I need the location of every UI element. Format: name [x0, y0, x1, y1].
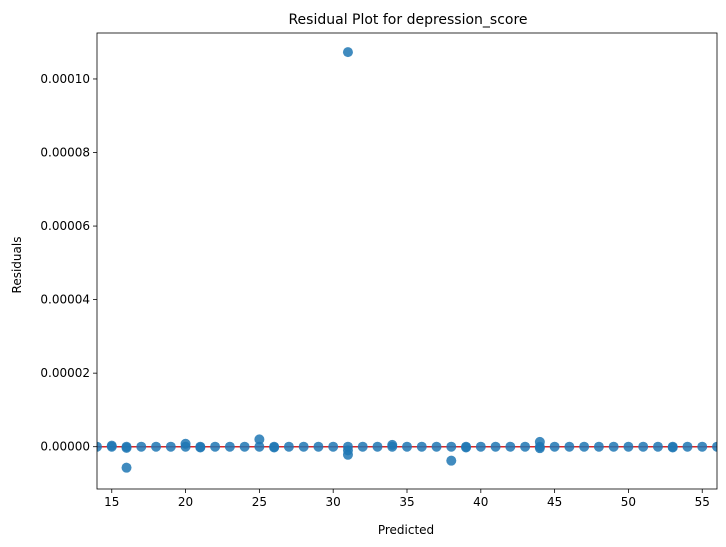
- scatter-point-38: [461, 442, 472, 453]
- scatter-point-15: [239, 441, 250, 452]
- scatter-point-40: [490, 441, 501, 452]
- y-tick-label-4: 0.00008: [40, 146, 90, 160]
- x-tick-label-35: 35: [399, 495, 414, 509]
- scatter-point-45: [534, 443, 545, 454]
- scatter-point-48: [579, 441, 590, 452]
- scatter-point-56: [682, 441, 693, 452]
- scatter-point-28: [357, 441, 368, 452]
- scatter-point-29: [372, 441, 383, 452]
- scatter-point-39: [475, 441, 486, 452]
- scatter-point-5: [121, 462, 132, 473]
- scatter-point-51: [623, 441, 634, 452]
- y-tick-label-0: 0.00000: [40, 440, 90, 454]
- scatter-point-6: [136, 441, 147, 452]
- x-tick-label-45: 45: [547, 495, 562, 509]
- scatter-point-33: [416, 441, 427, 452]
- scatter-point-36: [446, 455, 457, 466]
- scatter-point-47: [564, 441, 575, 452]
- scatter-point-17: [254, 434, 265, 445]
- scatter-point-52: [638, 441, 649, 452]
- y-tick-label-2: 0.00004: [40, 293, 90, 307]
- scatter-point-46: [549, 441, 560, 452]
- x-axis-label: Predicted: [378, 523, 434, 537]
- scatter-point-42: [520, 441, 531, 452]
- x-tick-label-25: 25: [252, 495, 267, 509]
- x-tick-label-50: 50: [621, 495, 636, 509]
- scatter-point-53: [652, 441, 663, 452]
- y-axis-label: Residuals: [10, 237, 24, 294]
- scatter-point-2: [106, 440, 117, 451]
- x-tick-label-55: 55: [695, 495, 710, 509]
- chart-title: Residual Plot for depression_score: [288, 12, 527, 28]
- y-tick-label-3: 0.00006: [40, 219, 90, 233]
- scatter-point-19: [269, 442, 280, 453]
- x-tick-label-30: 30: [326, 495, 341, 509]
- scatter-point-4: [121, 442, 132, 453]
- x-tick-label-20: 20: [178, 495, 193, 509]
- scatter-point-13: [210, 441, 221, 452]
- scatter-point-27: [342, 47, 353, 58]
- scatter-point-22: [313, 441, 324, 452]
- scatter-point-58: [712, 441, 717, 452]
- scatter-point-16: [254, 441, 265, 452]
- scatter-point-57: [697, 441, 708, 452]
- scatter-point-32: [402, 441, 412, 452]
- scatter-point-21: [298, 441, 309, 452]
- scatter-point-49: [593, 441, 604, 452]
- x-tick-label-40: 40: [473, 495, 488, 509]
- scatter-point-8: [165, 441, 176, 452]
- scatter-point-0: [97, 441, 102, 452]
- scatter-point-55: [667, 442, 678, 453]
- scatter-point-20: [283, 441, 294, 452]
- scatter-point-34: [431, 441, 442, 452]
- scatter-point-41: [505, 441, 516, 452]
- scatter-point-14: [224, 441, 235, 452]
- scatter-point-10: [180, 438, 191, 449]
- y-tick-label-5: 0.00010: [40, 72, 90, 86]
- scatter-point-31: [387, 439, 398, 450]
- scatter-point-7: [151, 441, 162, 452]
- scatter-point-12: [195, 442, 206, 453]
- y-tick-label-1: 0.00002: [40, 366, 90, 380]
- plot-area: [97, 47, 717, 473]
- scatter-point-26: [342, 449, 353, 460]
- scatter-point-50: [608, 441, 619, 452]
- x-tick-label-15: 15: [104, 495, 119, 509]
- scatter-point-23: [328, 441, 339, 452]
- scatter-point-35: [446, 441, 457, 452]
